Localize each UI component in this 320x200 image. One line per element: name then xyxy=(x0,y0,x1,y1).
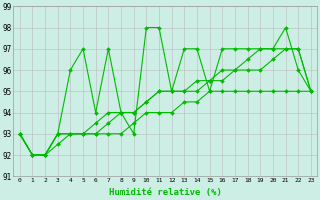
X-axis label: Humidité relative (%): Humidité relative (%) xyxy=(109,188,222,197)
